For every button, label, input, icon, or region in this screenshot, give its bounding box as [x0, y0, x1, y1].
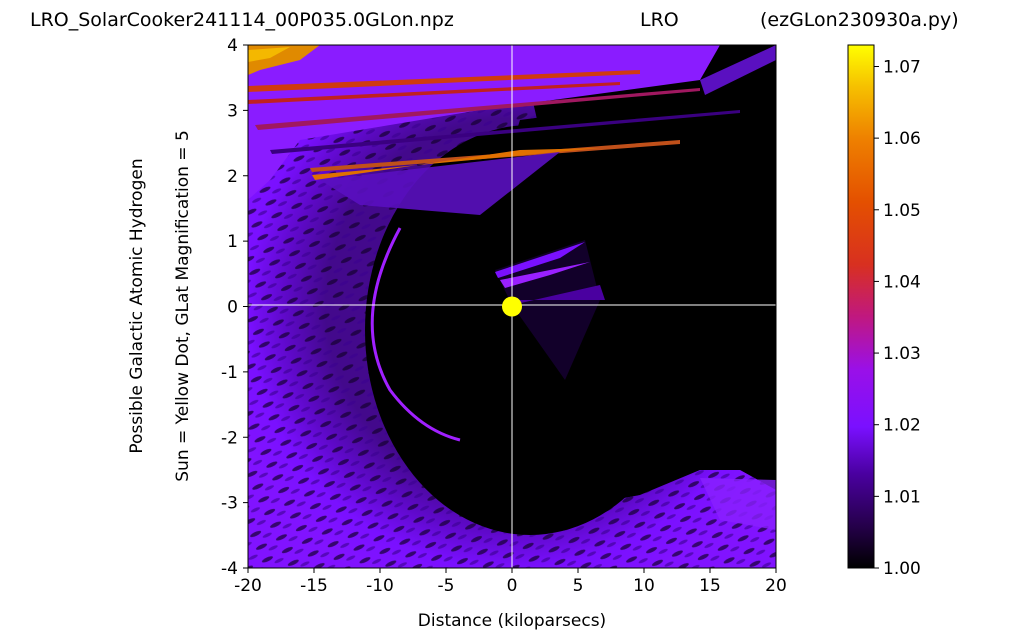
- y-tick-label: -3: [221, 494, 238, 514]
- sun-marker: [502, 296, 522, 317]
- y-tick-label: 3: [227, 101, 238, 121]
- colorbar-tick-label: 1.02: [883, 416, 921, 436]
- y-tick-label: -2: [221, 428, 238, 448]
- y-tick-label: 4: [227, 36, 238, 56]
- colorbar: [847, 44, 875, 569]
- x-tick-label: -5: [438, 576, 455, 596]
- y-tick-label: 2: [227, 167, 238, 187]
- x-axis-ticks: -20 -15 -10 -5 0 5 10 15 20: [234, 568, 787, 596]
- x-tick-label: 15: [699, 576, 721, 596]
- y-axis-label-line1: Possible Galactic Atomic Hydrogen: [127, 158, 147, 453]
- title-script: (ezGLon230930a.py): [760, 9, 959, 31]
- y-tick-label: 0: [227, 298, 238, 318]
- x-tick-label: 10: [633, 576, 655, 596]
- x-tick-label: 0: [507, 576, 518, 596]
- x-tick-label: -15: [300, 576, 328, 596]
- colorbar-tick-label: 1.04: [883, 272, 921, 292]
- colorbar-tick-label: 1.00: [883, 559, 921, 579]
- colorbar-tick-label: 1.03: [883, 344, 921, 364]
- colorbar-ticks: 1.00 1.01 1.02 1.03 1.04 1.05 1.06 1.07: [874, 57, 921, 579]
- heatmap-image: [248, 45, 776, 568]
- y-axis-label-line2: Sun = Yellow Dot, GLat Magnification = 5: [173, 130, 193, 482]
- y-tick-label: 1: [227, 232, 238, 252]
- colorbar-tick-label: 1.05: [883, 201, 921, 221]
- x-axis-label: Distance (kiloparsecs): [418, 611, 606, 631]
- x-tick-label: 5: [573, 576, 584, 596]
- title-filename: LRO_SolarCooker241114_00P035.0GLon.npz: [30, 9, 454, 31]
- colorbar-tick-label: 1.01: [883, 487, 921, 507]
- x-tick-label: 20: [765, 576, 787, 596]
- x-tick-label: -10: [366, 576, 394, 596]
- colorbar-tick-label: 1.06: [883, 129, 921, 149]
- colorbar-tick-label: 1.07: [883, 57, 921, 77]
- title-telescope: LRO: [640, 9, 679, 31]
- y-tick-label: -1: [221, 363, 238, 383]
- y-tick-label: -4: [221, 559, 238, 579]
- x-tick-label: -20: [234, 576, 262, 596]
- y-axis-ticks: -4 -3 -2 -1 0 1 2 3 4: [221, 36, 248, 579]
